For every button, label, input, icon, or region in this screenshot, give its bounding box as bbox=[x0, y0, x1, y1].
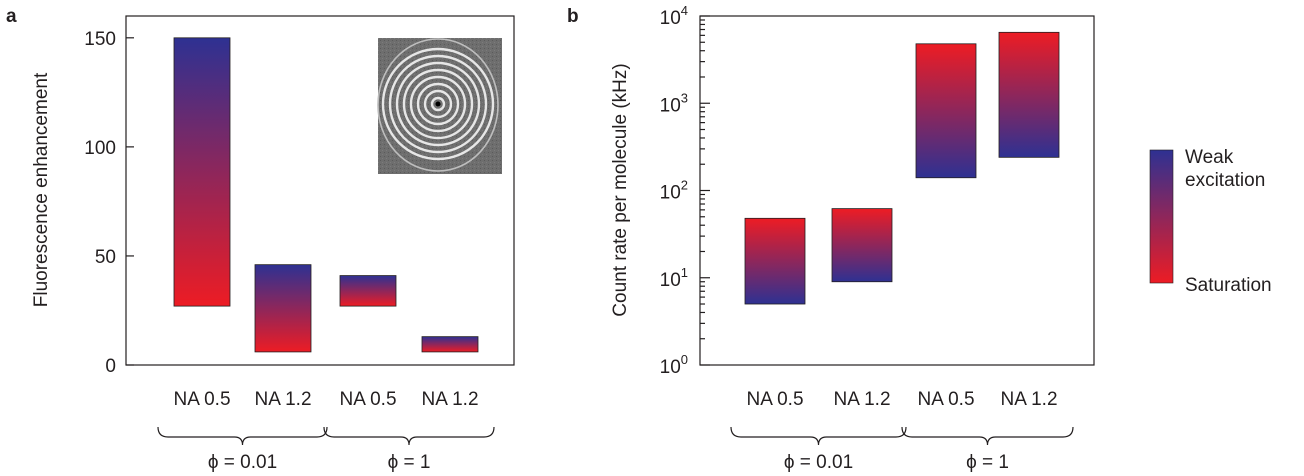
bar bbox=[831, 208, 893, 283]
bar bbox=[998, 31, 1060, 158]
legend-excitation-label: excitation bbox=[1185, 170, 1265, 191]
group-label: ϕ = 1 bbox=[966, 452, 1009, 473]
y-tick-label: 102 bbox=[660, 178, 688, 204]
inset-ring bbox=[388, 54, 488, 154]
inset-micrograph bbox=[377, 38, 502, 174]
legend: Weak excitation Saturation bbox=[1149, 147, 1272, 296]
inset-ring bbox=[423, 89, 453, 119]
y-tick-label: 103 bbox=[660, 90, 688, 116]
y-tick-label: 150 bbox=[84, 29, 116, 50]
panel-a-y-ticks: 0 50 100 150 bbox=[84, 29, 134, 377]
panel-a-plot-frame bbox=[125, 15, 515, 366]
panel-label-b: b bbox=[567, 6, 579, 27]
panel-a-x-labels: NA 0.5 NA 1.2 NA 0.5 NA 1.2 ϕ = 0.01 ϕ = 1 bbox=[157, 389, 495, 473]
group-brace bbox=[730, 426, 907, 446]
y-tick-label: 0 bbox=[105, 356, 116, 377]
x-category-label: NA 0.5 bbox=[746, 389, 803, 410]
group-brace bbox=[901, 426, 1074, 446]
panel-a-bars bbox=[173, 37, 479, 353]
bar bbox=[173, 37, 231, 307]
bar bbox=[915, 43, 977, 179]
y-tick-label: 101 bbox=[660, 265, 688, 291]
y-tick-label: 100 bbox=[84, 138, 116, 159]
inset-ring bbox=[381, 47, 495, 161]
y-tick-label: 100 bbox=[660, 352, 688, 378]
inset-outer-ring bbox=[377, 38, 499, 172]
x-category-label: NA 0.5 bbox=[917, 389, 974, 410]
bar bbox=[744, 217, 806, 305]
group-brace bbox=[157, 426, 328, 446]
legend-colorbar bbox=[1149, 149, 1174, 284]
inset-ring bbox=[402, 68, 474, 140]
x-category-label: NA 1.2 bbox=[1000, 389, 1057, 410]
group-label: ϕ = 1 bbox=[388, 452, 431, 473]
panel-label-a: a bbox=[6, 6, 17, 27]
x-category-label: NA 1.2 bbox=[833, 389, 890, 410]
panel-b-y-ticks: 100 101 102 103 104 bbox=[660, 3, 710, 378]
inset-center-dot bbox=[435, 101, 441, 107]
group-label: ϕ = 0.01 bbox=[784, 452, 853, 473]
inset-ring bbox=[395, 61, 481, 147]
x-category-label: NA 1.2 bbox=[421, 389, 478, 410]
panel-a-y-axis-label: Fluorescence enhancement bbox=[31, 72, 52, 307]
bar bbox=[421, 336, 479, 353]
group-brace bbox=[323, 426, 495, 446]
legend-saturation-label: Saturation bbox=[1185, 275, 1272, 296]
inset-ring bbox=[416, 82, 460, 126]
x-category-label: NA 0.5 bbox=[173, 389, 230, 410]
panel-b-y-axis-label: Count rate per molecule (kHz) bbox=[610, 63, 631, 316]
x-category-label: NA 0.5 bbox=[339, 389, 396, 410]
inset-ring bbox=[409, 75, 467, 133]
bar bbox=[254, 264, 312, 353]
inset-ring bbox=[430, 96, 446, 112]
y-tick-label: 104 bbox=[660, 3, 688, 29]
panel-b-x-labels: NA 0.5 NA 1.2 NA 0.5 NA 1.2 ϕ = 0.01 ϕ = 1 bbox=[730, 389, 1074, 473]
x-category-label: NA 1.2 bbox=[254, 389, 311, 410]
group-label: ϕ = 0.01 bbox=[208, 452, 277, 473]
legend-weak-label: Weak bbox=[1185, 147, 1234, 168]
panel-b-bars bbox=[744, 31, 1060, 305]
y-tick-label: 50 bbox=[95, 247, 116, 268]
bar bbox=[339, 275, 397, 307]
